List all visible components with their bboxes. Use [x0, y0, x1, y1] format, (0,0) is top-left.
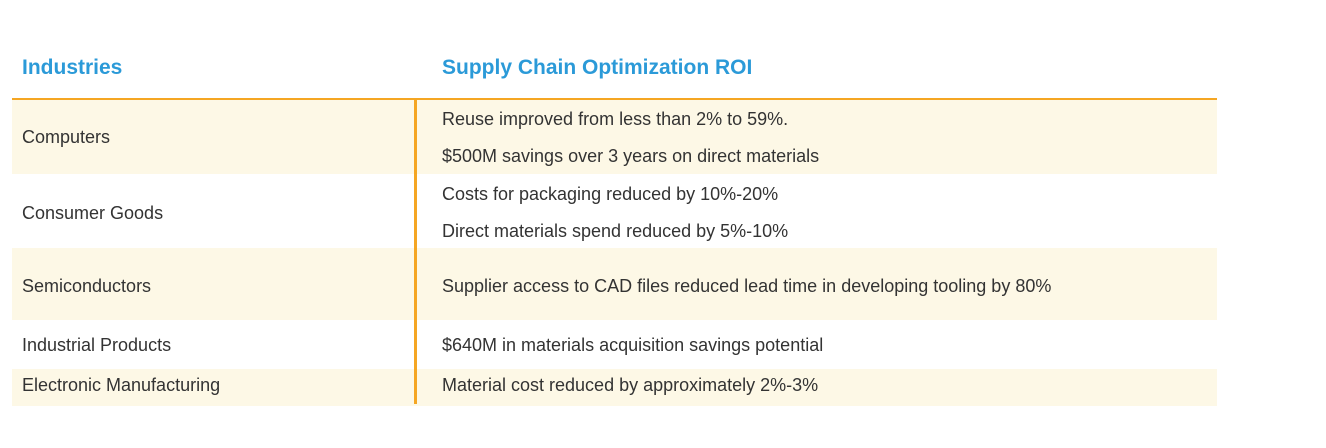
roi-line: Material cost reduced by approximately 2…	[442, 375, 819, 395]
roi-line: Reuse improved from less than 2% to 59%.	[442, 109, 789, 129]
industries-header: Industries	[22, 56, 123, 79]
table-row-computers: Computers Reuse improved from less than …	[12, 100, 1217, 174]
industry-cell: Industrial Products	[22, 335, 172, 355]
industry-cell: Semiconductors	[22, 276, 152, 296]
roi-line: $500M savings over 3 years on direct mat…	[442, 146, 820, 166]
roi-line: Supplier access to CAD files reduced lea…	[442, 276, 1052, 296]
roi-table: Industries Supply Chain Optimization ROI…	[12, 48, 1217, 406]
industry-cell: Electronic Manufacturing	[22, 375, 221, 395]
table-row-industrial-products: Industrial Products $640M in materials a…	[12, 320, 1217, 369]
table-row-electronic-manufacturing: Electronic Manufacturing Material cost r…	[12, 369, 1217, 406]
roi-line: $640M in materials acquisition savings p…	[442, 335, 824, 355]
table-row-consumer-goods: Consumer Goods Costs for packaging reduc…	[12, 174, 1217, 248]
roi-line: Costs for packaging reduced by 10%-20%	[442, 184, 779, 204]
table-row-semiconductors: Semiconductors Supplier access to CAD fi…	[12, 248, 1217, 320]
table-header: Industries Supply Chain Optimization ROI	[12, 48, 1217, 100]
industry-cell: Computers	[22, 127, 111, 147]
roi-line: Direct materials spend reduced by 5%-10%	[442, 221, 789, 241]
column-divider	[414, 98, 417, 404]
industry-cell: Consumer Goods	[22, 203, 164, 223]
roi-header: Supply Chain Optimization ROI	[442, 56, 753, 79]
